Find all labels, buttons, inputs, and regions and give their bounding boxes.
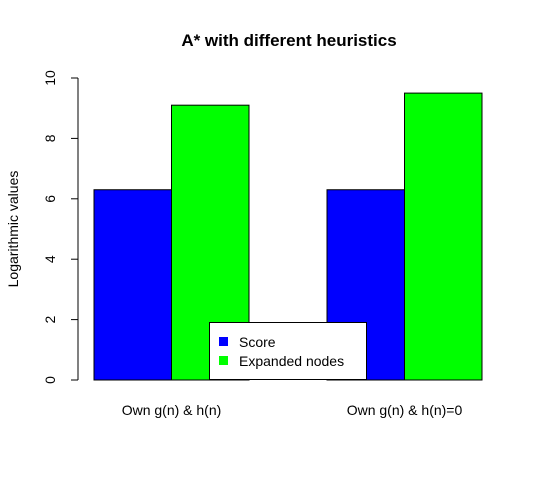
- chart-title: A* with different heuristics: [181, 31, 396, 50]
- legend-label: Score: [239, 334, 276, 350]
- x-category-label: Own g(n) & h(n): [122, 402, 222, 418]
- y-tick-label: 4: [42, 255, 58, 263]
- y-tick-label: 0: [42, 376, 58, 384]
- legend-swatch: [219, 337, 228, 346]
- legend-box: [209, 322, 367, 380]
- y-axis-label: Logarithmic values: [5, 171, 21, 288]
- y-tick-label: 6: [42, 195, 58, 203]
- legend-swatch: [219, 356, 228, 365]
- bar-expanded-nodes-1: [404, 92, 483, 381]
- y-tick-label: 8: [42, 134, 58, 142]
- y-tick-label: 10: [42, 70, 58, 86]
- legend: Score Expanded nodes: [209, 322, 367, 380]
- x-category-label: Own g(n) & h(n)=0: [347, 402, 463, 418]
- legend-label: Expanded nodes: [239, 353, 344, 369]
- bar-score-0: [93, 189, 172, 381]
- y-tick-label: 2: [42, 315, 58, 323]
- y-axis: 0 2 4 6 8 10: [42, 70, 79, 384]
- category-labels: Own g(n) & h(n) Own g(n) & h(n)=0: [122, 402, 463, 418]
